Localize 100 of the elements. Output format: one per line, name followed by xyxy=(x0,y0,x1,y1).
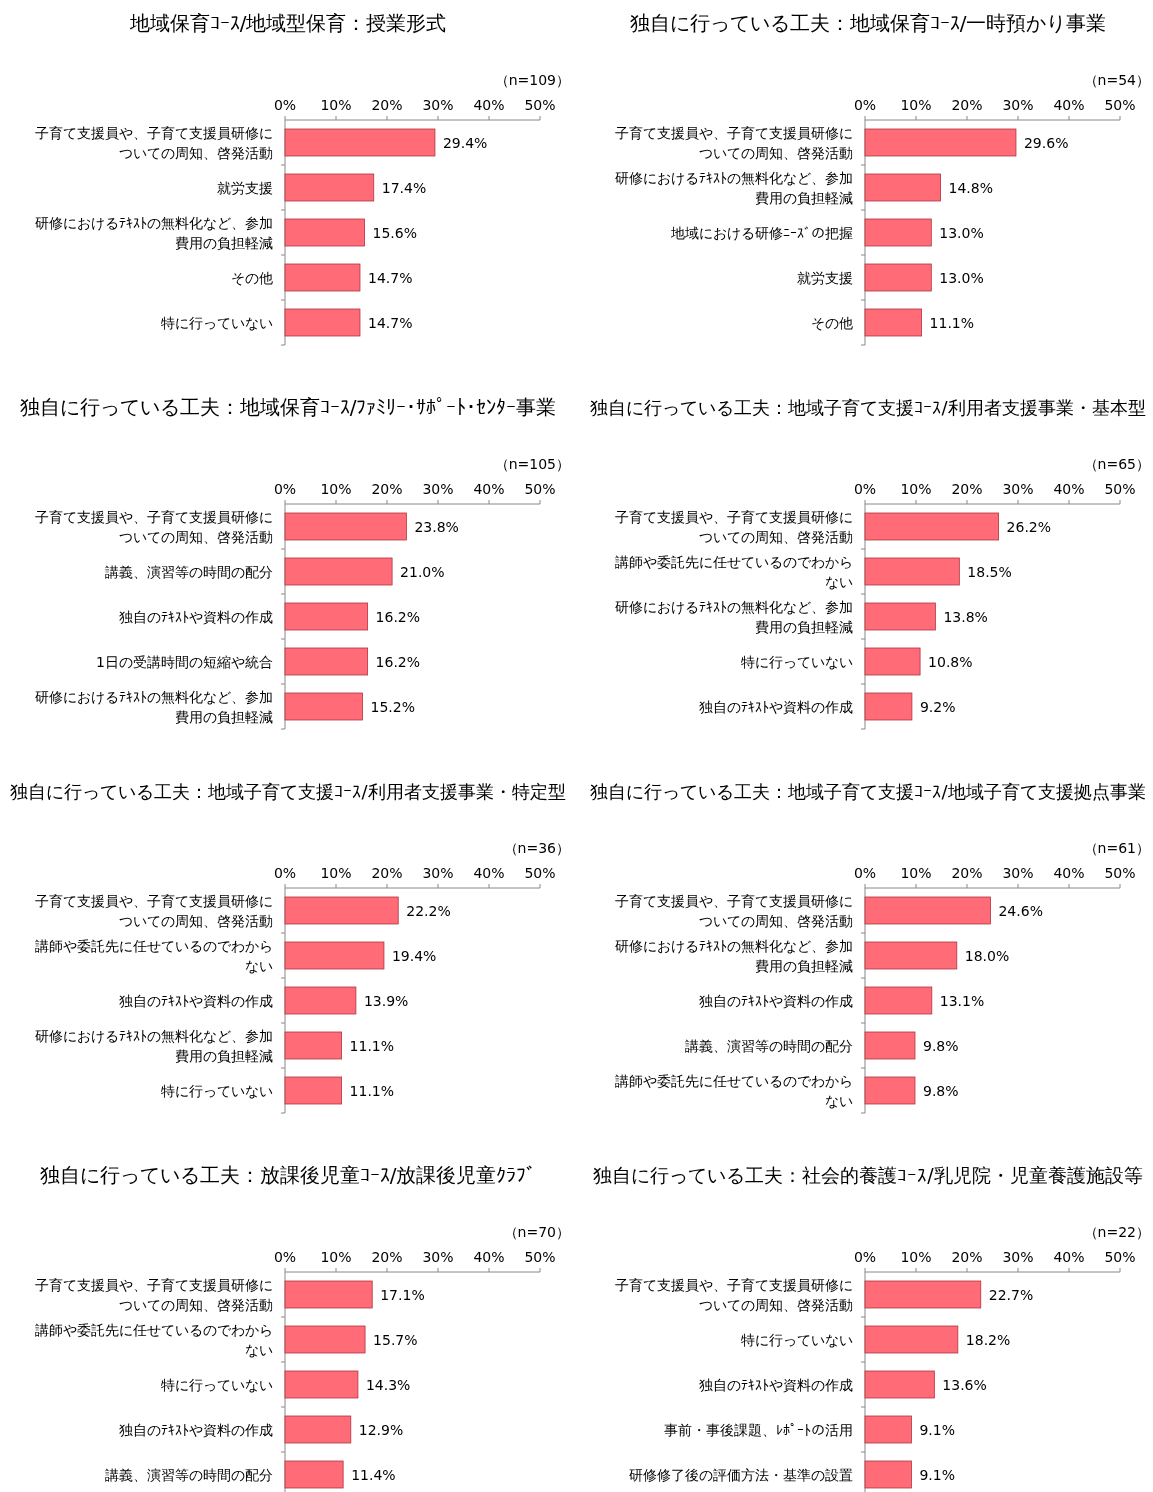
x-tick-label: 30% xyxy=(422,481,454,497)
bar xyxy=(864,512,1000,541)
y-tick-label: 講師や委託先に任せているのでわからない xyxy=(615,1072,853,1109)
bar xyxy=(284,1325,366,1354)
data-label: 15.6% xyxy=(372,224,418,241)
data-label: 9.8% xyxy=(922,1082,959,1099)
bar xyxy=(284,308,361,337)
x-tick-label: 10% xyxy=(320,865,352,881)
x-tick-label: 30% xyxy=(1002,97,1034,113)
y-tick-label: 研修におけるﾃｷｽﾄの無料化など、参加費用の負担軽減 xyxy=(35,1027,273,1064)
bar xyxy=(864,986,933,1015)
bar xyxy=(284,1280,373,1309)
x-tick-label: 0% xyxy=(273,865,297,881)
bar xyxy=(864,692,913,721)
x-tick-label: 50% xyxy=(524,865,556,881)
x-tick-label: 50% xyxy=(1104,865,1136,881)
y-tick-label: 独自のﾃｷｽﾄや資料の作成 xyxy=(119,608,273,625)
data-label: 9.1% xyxy=(919,1421,955,1438)
x-tick-label: 40% xyxy=(473,1249,505,1265)
bar xyxy=(864,218,932,247)
y-tick-label: 研修におけるﾃｷｽﾄの無料化など、参加費用の負担軽減 xyxy=(35,214,273,251)
text: （n=65） xyxy=(1083,456,1150,472)
data-label: 29.4% xyxy=(442,134,488,151)
data-label: 21.0% xyxy=(400,563,445,580)
x-tick-label: 40% xyxy=(1053,865,1085,881)
x-tick-label: 20% xyxy=(371,481,403,497)
bar xyxy=(284,557,393,586)
bar xyxy=(284,512,407,541)
text: （n=36） xyxy=(503,840,570,856)
y-tick-label: 講師や委託先に任せているのでわからない xyxy=(35,937,273,974)
y-tick-label: 研修におけるﾃｷｽﾄの無料化など、参加費用の負担軽減 xyxy=(615,937,853,974)
data-label: 14.3% xyxy=(365,1376,411,1393)
data-label: 23.8% xyxy=(414,518,459,535)
x-tick-label: 40% xyxy=(473,481,505,497)
bar xyxy=(284,173,375,202)
y-tick-label: 子育て支援員や、子育て支援員研修についての周知、啓発活動 xyxy=(35,508,273,545)
y-tick-label: 研修修了後の評価方法・基準の設置 xyxy=(629,1466,853,1483)
y-tick-label: 講師や委託先に任せているのでわからない xyxy=(615,553,853,590)
x-tick-label: 20% xyxy=(951,865,983,881)
y-tick-label: 1日の受講時間の短縮や統合 xyxy=(96,653,273,670)
data-label: 18.2% xyxy=(965,1331,1011,1348)
y-tick-label: 特に行っていない xyxy=(161,1082,273,1099)
y-tick-label: 子育て支援員や、子育て支援員研修についての周知、啓発活動 xyxy=(615,892,853,929)
x-tick-label: 50% xyxy=(524,1249,556,1265)
x-tick-label: 0% xyxy=(273,97,297,113)
data-label: 11.1% xyxy=(349,1082,395,1099)
bar xyxy=(864,1460,912,1489)
data-label: 24.6% xyxy=(998,902,1043,919)
bar xyxy=(284,1370,359,1399)
text: （n=22） xyxy=(1083,1224,1150,1240)
chart-title: 独自に行っている工夫：放課後児童ｺｰｽ/放課後児童ｸﾗﾌﾞ xyxy=(39,1163,537,1187)
data-label: 11.1% xyxy=(349,1037,395,1054)
data-label: 17.4% xyxy=(381,179,427,196)
y-tick-label: 独自のﾃｷｽﾄや資料の作成 xyxy=(699,992,853,1009)
bar xyxy=(284,218,365,247)
x-tick-label: 40% xyxy=(1053,481,1085,497)
data-label: 17.1% xyxy=(380,1286,425,1303)
data-label: 19.4% xyxy=(391,947,437,964)
data-label: 15.7% xyxy=(373,1331,418,1348)
x-tick-label: 0% xyxy=(853,481,877,497)
bar xyxy=(864,941,958,970)
chart-title: 独自に行っている工夫：地域保育ｺｰｽ/ﾌｧﾐﾘｰ･ｻﾎﾟｰﾄ･ｾﾝﾀｰ事業 xyxy=(19,395,557,419)
x-tick-label: 40% xyxy=(473,865,505,881)
y-tick-label: 独自のﾃｷｽﾄや資料の作成 xyxy=(119,1421,273,1438)
y-tick-label: 特に行っていない xyxy=(741,653,853,670)
data-label: 9.8% xyxy=(922,1037,959,1054)
text: （n=54） xyxy=(1083,72,1150,88)
x-tick-label: 20% xyxy=(951,1249,983,1265)
y-tick-label: 講義、演習等の時間の配分 xyxy=(685,1037,853,1054)
data-label: 16.2% xyxy=(375,608,421,625)
data-label: 11.1% xyxy=(929,314,975,331)
x-tick-label: 20% xyxy=(371,97,403,113)
bar xyxy=(284,647,369,676)
y-tick-label: 子育て支援員や、子育て支援員研修についての周知、啓発活動 xyxy=(615,124,853,161)
data-label: 14.8% xyxy=(948,179,993,196)
x-tick-label: 20% xyxy=(371,865,403,881)
x-tick-label: 50% xyxy=(1104,97,1136,113)
chart-title: 独自に行っている工夫：地域子育て支援ｺｰｽ/地域子育て支援拠点事業 xyxy=(590,781,1146,802)
x-tick-label: 10% xyxy=(320,1249,352,1265)
data-label: 14.7% xyxy=(367,269,413,286)
chart-title: 独自に行っている工夫：地域子育て支援ｺｰｽ/利用者支援事業・特定型 xyxy=(10,781,566,802)
bar xyxy=(864,263,932,292)
data-label: 18.0% xyxy=(964,947,1010,964)
y-tick-label: 独自のﾃｷｽﾄや資料の作成 xyxy=(119,992,273,1009)
data-label: 11.4% xyxy=(351,1466,396,1483)
bar xyxy=(864,1031,916,1060)
data-label: 9.2% xyxy=(919,698,956,715)
data-label: 13.9% xyxy=(363,992,409,1009)
chart-title: 独自に行っている工夫：地域子育て支援ｺｰｽ/利用者支援事業・基本型 xyxy=(590,397,1146,418)
text: （n=109） xyxy=(494,72,570,88)
x-tick-label: 10% xyxy=(900,481,932,497)
bar xyxy=(864,1325,959,1354)
y-tick-label: 独自のﾃｷｽﾄや資料の作成 xyxy=(699,1376,853,1393)
y-tick-label: 特に行っていない xyxy=(161,314,273,331)
x-tick-label: 30% xyxy=(1002,865,1034,881)
x-tick-label: 30% xyxy=(422,865,454,881)
x-tick-label: 50% xyxy=(1104,1249,1136,1265)
data-label: 13.8% xyxy=(943,608,988,625)
y-tick-label: 講義、演習等の時間の配分 xyxy=(105,1466,273,1483)
y-tick-label: その他 xyxy=(811,314,853,331)
